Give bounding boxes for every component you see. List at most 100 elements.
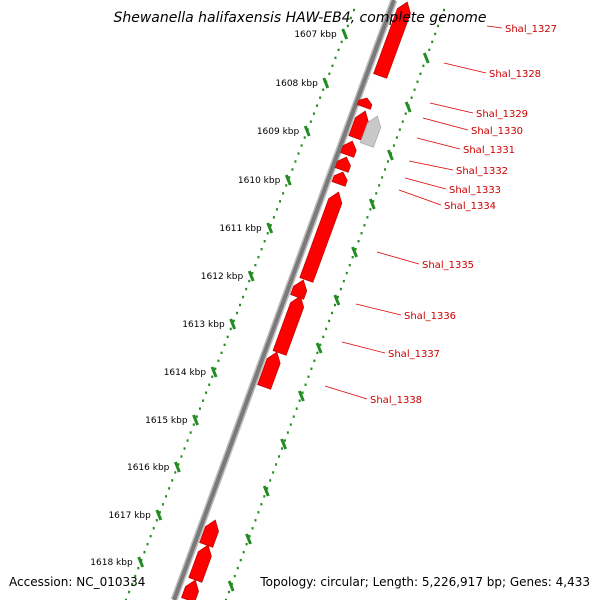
gene-label[interactable]: Shal_1334 (444, 201, 496, 212)
scale-left-dot (220, 351, 223, 355)
scale-tick-label: 1615 kbp (145, 416, 188, 426)
gene-shal-1338 (257, 351, 281, 390)
scale-tick-mark (247, 270, 255, 282)
scale-left-dot (297, 152, 300, 155)
leader-line (398, 189, 442, 206)
scale-right-dot (328, 319, 331, 323)
gene-label[interactable]: Shal_1338 (370, 395, 422, 406)
scale-left-dot (312, 112, 315, 115)
scale-left-dot (248, 279, 251, 283)
gene-label[interactable]: Shal_1332 (456, 166, 508, 177)
scale-right-dot (366, 216, 369, 219)
scale-right-dot (384, 168, 387, 171)
scale-right-dot (416, 80, 419, 83)
scale-right-dot (443, 8, 445, 12)
scale-right-dot (378, 184, 381, 187)
scale-tick-label: 1607 kbp (294, 30, 337, 40)
scale-right-dot (357, 240, 360, 243)
scale-right-dot (272, 471, 275, 474)
scale-dot-track-right (225, 8, 445, 600)
scale-left-dot (131, 582, 134, 586)
scale-right-dot (375, 192, 378, 195)
scale-left-dot (272, 216, 275, 219)
scale-tick-mark-right (245, 533, 252, 545)
gene-shal-1327 (373, 1, 411, 79)
scale-left-dot (239, 303, 241, 307)
gene-label[interactable]: Shal_1337 (388, 349, 440, 360)
scale-right-dot (263, 495, 266, 498)
scale-right-dot (289, 423, 292, 426)
scale-left-dot (189, 431, 192, 434)
scale-left-dot (137, 566, 140, 570)
scale-tick-mark (266, 222, 274, 234)
scale-tick-mark (322, 77, 330, 89)
scale-left-dot (174, 471, 177, 474)
scale-right-dot (363, 224, 366, 227)
gene-shal-1335 (299, 191, 343, 283)
scale-left-dot (263, 240, 266, 243)
scale-left-dot (251, 271, 254, 275)
scale-left-dot (180, 455, 183, 458)
scale-right-dot (260, 503, 263, 506)
scale-tick-mark-right (387, 149, 394, 161)
scale-right-dot (369, 208, 372, 211)
leader-line (416, 137, 461, 150)
scale-tick-mark-right (422, 52, 430, 64)
gene-label[interactable]: Shal_1329 (476, 109, 528, 120)
scale-right-dot (298, 399, 301, 402)
scale-tick-label: 1608 kbp (275, 79, 318, 89)
scale-right-dot (313, 359, 316, 363)
scale-left-dot (125, 598, 127, 600)
scale-left-dot (223, 343, 226, 347)
scale-left-dot (226, 335, 229, 339)
scale-left-dot (245, 287, 248, 291)
gene-label[interactable]: Shal_1327 (505, 24, 557, 35)
gene-shal-1332 (334, 156, 351, 173)
scale-right-dot (233, 574, 236, 578)
scale-right-dot (398, 128, 401, 131)
scale-left-dot (214, 367, 217, 370)
scale-right-dot (254, 519, 257, 522)
scale-left-dot (269, 224, 272, 227)
gene-label[interactable]: Shal_1333 (449, 185, 501, 196)
scale-right-dot (307, 375, 310, 378)
scale-tick-mark (155, 509, 163, 521)
scale-tick-mark-right (262, 485, 270, 497)
leader-line (341, 341, 386, 354)
scale-right-dot (422, 64, 425, 68)
scale-right-dot (292, 415, 295, 418)
scale-right-dot (395, 136, 398, 139)
scale-right-dot (336, 295, 339, 299)
scale-left-dot (186, 439, 189, 442)
scale-tick-label: 1611 kbp (219, 224, 262, 234)
scale-right-dot (266, 487, 269, 490)
scale-tick-mark (137, 556, 145, 568)
scale-right-dot (351, 255, 354, 259)
gene-label[interactable]: Shal_1336 (404, 311, 456, 322)
scale-right-dot (280, 447, 283, 450)
scale-right-dot (325, 327, 328, 331)
scale-right-dot (339, 287, 342, 291)
gene-label[interactable]: Shal_1330 (471, 126, 523, 137)
scale-tick-label: 1618 kbp (90, 558, 133, 568)
scale-right-dot (387, 160, 390, 163)
scale-left-dot (232, 319, 235, 323)
scale-left-dot (288, 176, 291, 179)
scale-left-dot (349, 16, 352, 20)
gene-label[interactable]: Shal_1331 (463, 145, 515, 156)
scale-right-dot (227, 590, 230, 594)
scale-tick-mark (210, 366, 218, 378)
label-leader-lines (324, 25, 503, 400)
scale-left-dot (198, 407, 201, 410)
scale-tick-label: 1610 kbp (238, 176, 281, 186)
scale-left-dot (235, 311, 238, 315)
gene-shal-1337 (272, 295, 305, 356)
gene-label[interactable]: Shal_1328 (489, 69, 541, 80)
scale-right-dot (322, 335, 325, 339)
scale-dot-track-left (125, 8, 355, 600)
scale-right-dot (440, 16, 443, 20)
scale-tick-mark (303, 125, 311, 137)
scale-right-dot (283, 439, 286, 442)
scale-left-dot (303, 136, 306, 139)
gene-label[interactable]: Shal_1335 (422, 260, 474, 271)
